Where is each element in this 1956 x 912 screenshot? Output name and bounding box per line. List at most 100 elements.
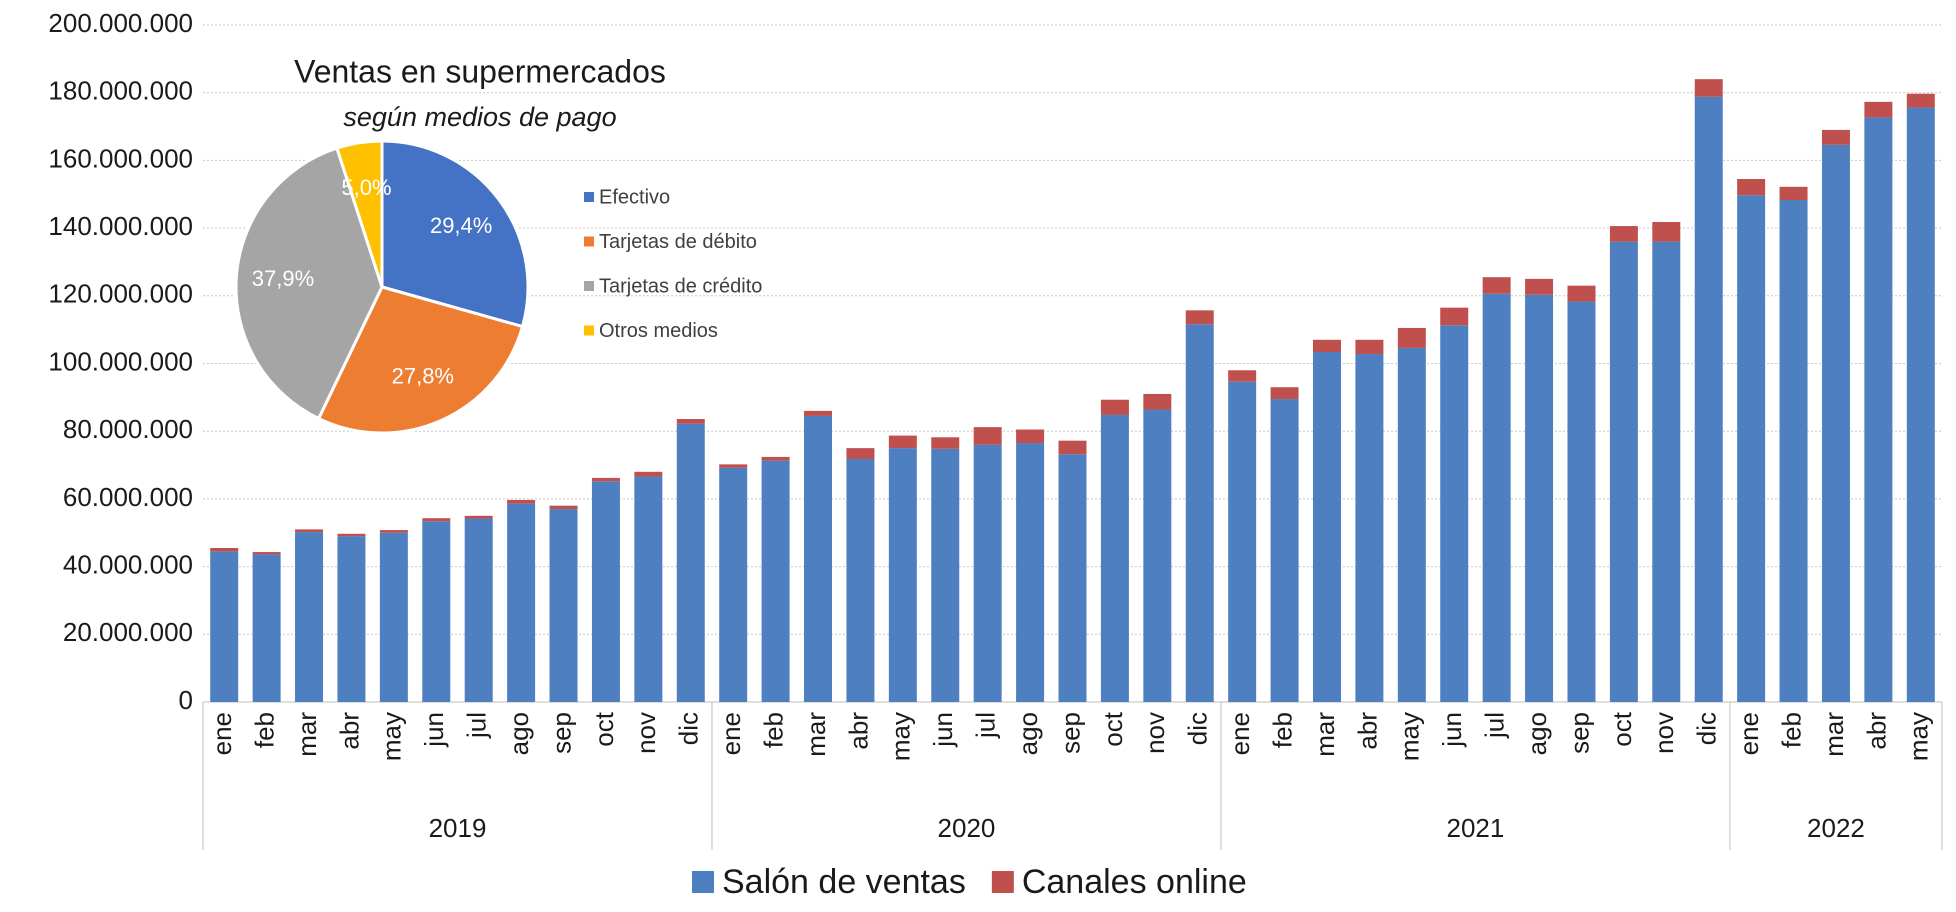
x-tick-label: jul bbox=[971, 712, 1001, 739]
bar-segment bbox=[1100, 414, 1129, 702]
bar-segment bbox=[1016, 429, 1045, 444]
x-tick-label: dic bbox=[1183, 712, 1213, 745]
y-tick-label: 180.000.000 bbox=[48, 76, 193, 106]
group-label: 2020 bbox=[938, 813, 996, 843]
bar-segment bbox=[1652, 222, 1681, 242]
legend-label: Canales online bbox=[1022, 863, 1247, 901]
bar-segment bbox=[973, 427, 1002, 445]
x-tick-label: may bbox=[886, 712, 916, 761]
bar-segment bbox=[1482, 277, 1511, 294]
legend-swatch bbox=[692, 871, 714, 893]
bar-segment bbox=[804, 410, 833, 416]
pie-slice bbox=[380, 139, 530, 329]
bar-segment bbox=[1652, 241, 1681, 702]
bar-segment bbox=[1906, 93, 1935, 108]
bar-segment bbox=[210, 547, 239, 552]
bar-segment bbox=[1143, 393, 1172, 410]
bar-segment bbox=[549, 509, 578, 702]
bar-segment bbox=[1058, 440, 1087, 455]
legend-label: Salón de ventas bbox=[722, 863, 966, 901]
bar-segment bbox=[634, 471, 663, 477]
bar-segment bbox=[1567, 301, 1596, 702]
bar-segment bbox=[1228, 370, 1257, 382]
y-tick-label: 60.000.000 bbox=[63, 482, 193, 512]
x-tick-label: sep bbox=[1564, 712, 1594, 754]
x-tick-label: mar bbox=[1819, 712, 1849, 757]
bar-segment bbox=[634, 476, 663, 702]
x-tick-label: nov bbox=[1140, 712, 1170, 754]
pie-slice bbox=[335, 139, 384, 288]
bar-segment bbox=[549, 505, 578, 510]
x-tick-label: abr bbox=[843, 712, 873, 750]
legend-swatch bbox=[584, 325, 594, 336]
legend-label: Otros medios bbox=[599, 320, 718, 342]
bar-segment bbox=[676, 423, 705, 702]
bar-segment bbox=[1100, 399, 1129, 415]
x-tick-label: jul bbox=[462, 712, 492, 739]
group-label: 2022 bbox=[1807, 813, 1865, 843]
x-tick-label: mar bbox=[292, 712, 322, 757]
bar-segment bbox=[1143, 409, 1172, 702]
bar-segment bbox=[379, 532, 408, 702]
x-tick-label: nov bbox=[1649, 712, 1679, 754]
bar-segment bbox=[1737, 179, 1766, 196]
y-tick-label: 0 bbox=[179, 685, 193, 715]
x-tick-label: ago bbox=[1013, 712, 1043, 755]
bar-segment bbox=[1864, 117, 1893, 702]
bar-segment bbox=[1270, 387, 1299, 400]
y-tick-label: 40.000.000 bbox=[63, 549, 193, 579]
bar-segment bbox=[1440, 307, 1469, 326]
bar-segment bbox=[1482, 293, 1511, 702]
bar-segment bbox=[719, 467, 748, 702]
bar-segment bbox=[1440, 325, 1469, 702]
y-tick-label: 200.000.000 bbox=[48, 8, 193, 38]
bar-segment bbox=[1694, 96, 1723, 702]
pie-title: Ventas en supermercados bbox=[294, 53, 666, 89]
bar-segment bbox=[676, 419, 705, 424]
bar-segment bbox=[337, 533, 366, 537]
bar-segment bbox=[464, 515, 493, 519]
bar-segment bbox=[846, 458, 875, 702]
bar-segment bbox=[1779, 200, 1808, 702]
legend-label: Efectivo bbox=[599, 186, 670, 208]
bar-segment bbox=[1694, 79, 1723, 97]
bar-segment bbox=[1355, 339, 1384, 355]
x-tick-label: ene bbox=[716, 712, 746, 755]
bar-segment bbox=[1058, 454, 1087, 702]
bar-segment bbox=[1016, 443, 1045, 702]
bar-segment bbox=[1270, 399, 1299, 702]
bar-segment bbox=[1779, 186, 1808, 201]
group-label: 2019 bbox=[429, 813, 487, 843]
bar-segment bbox=[591, 477, 620, 482]
x-tick-label: ene bbox=[1225, 712, 1255, 755]
bar-segment bbox=[295, 529, 324, 533]
x-tick-label: ene bbox=[1734, 712, 1764, 755]
x-tick-label: jun bbox=[1437, 712, 1467, 748]
bar-segment bbox=[1525, 278, 1554, 295]
pie-slice bbox=[234, 146, 384, 421]
y-tick-label: 100.000.000 bbox=[48, 346, 193, 376]
bar-segment bbox=[1821, 144, 1850, 703]
bar-segment bbox=[1355, 354, 1384, 702]
x-tick-label: sep bbox=[546, 712, 576, 754]
bar-segment bbox=[252, 554, 281, 702]
bar-segment bbox=[1185, 324, 1214, 702]
x-tick-label: may bbox=[1904, 712, 1934, 761]
pie-value-label: 37,9% bbox=[252, 266, 314, 291]
bar-segment bbox=[295, 532, 324, 702]
x-tick-label: jun bbox=[928, 712, 958, 748]
bar-segment bbox=[1864, 101, 1893, 118]
pie-value-label: 5,0% bbox=[341, 175, 391, 200]
x-tick-label: jul bbox=[1480, 712, 1510, 739]
legend-swatch bbox=[584, 281, 594, 291]
x-tick-label: feb bbox=[758, 712, 788, 748]
x-tick-label: abr bbox=[334, 712, 364, 750]
bar-segment bbox=[931, 448, 960, 702]
legend-label: Tarjetas de débito bbox=[599, 231, 757, 253]
bar-segment bbox=[1185, 310, 1214, 325]
bar-segment bbox=[379, 530, 408, 533]
group-label: 2021 bbox=[1447, 813, 1505, 843]
x-tick-label: oct bbox=[589, 711, 619, 746]
bar-segment bbox=[761, 460, 790, 702]
